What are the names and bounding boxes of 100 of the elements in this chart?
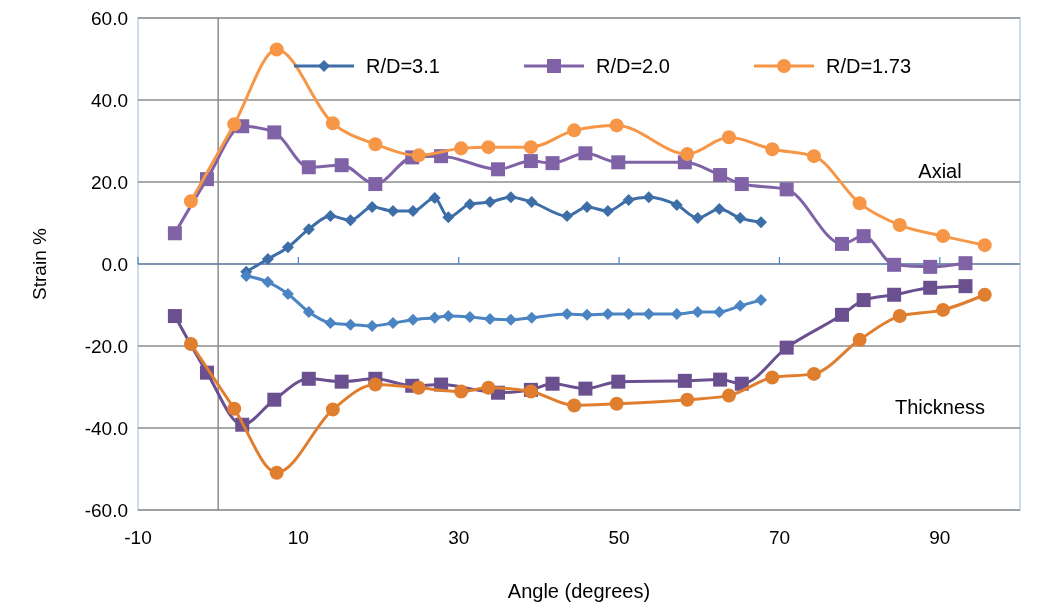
point — [691, 212, 704, 225]
point — [368, 137, 383, 152]
x-tick-label: 90 — [929, 527, 951, 548]
point — [484, 196, 496, 209]
point — [240, 269, 253, 282]
point — [407, 313, 420, 326]
point — [806, 149, 821, 164]
annotation: Thickness — [894, 395, 986, 418]
point — [167, 309, 182, 324]
point — [301, 160, 316, 175]
point — [958, 279, 973, 294]
point — [680, 392, 695, 407]
point — [713, 305, 726, 318]
x-tick-label: 50 — [608, 527, 630, 548]
point — [504, 191, 517, 204]
point — [734, 299, 747, 312]
x-tick-label: 70 — [768, 527, 791, 548]
point — [601, 205, 614, 218]
point — [481, 140, 496, 155]
point — [366, 201, 379, 214]
point — [325, 116, 340, 131]
point — [411, 148, 426, 163]
point — [835, 236, 849, 251]
point — [755, 294, 768, 307]
point — [734, 177, 749, 192]
point — [856, 293, 871, 308]
point — [301, 371, 316, 386]
y-tick-label: 0.0 — [101, 254, 128, 275]
point — [368, 177, 383, 192]
point — [958, 256, 973, 271]
point — [463, 198, 476, 211]
point — [609, 396, 624, 411]
point — [183, 194, 198, 209]
x-tick-label: -10 — [124, 527, 152, 548]
y-axis-title: Strain % — [29, 227, 50, 300]
point — [525, 311, 538, 324]
point — [560, 210, 573, 223]
point — [852, 332, 867, 347]
point — [407, 205, 420, 218]
point — [269, 465, 284, 480]
y-tick-label: -40.0 — [84, 418, 128, 439]
point — [734, 212, 747, 225]
annotation: Axial — [918, 159, 962, 182]
point — [779, 340, 794, 355]
point — [611, 155, 626, 170]
point — [267, 125, 282, 140]
point — [622, 194, 635, 207]
point — [428, 191, 441, 204]
point — [779, 182, 794, 197]
point — [713, 203, 726, 216]
point — [454, 141, 469, 156]
point — [481, 380, 496, 395]
point — [691, 305, 704, 318]
point — [261, 276, 274, 289]
x-tick-label: 10 — [287, 527, 309, 548]
point — [887, 257, 902, 272]
y-tick-label: 60.0 — [91, 8, 128, 29]
point — [261, 253, 274, 266]
point — [428, 311, 441, 324]
point — [892, 218, 907, 233]
point — [680, 147, 695, 162]
point — [611, 374, 626, 389]
point — [567, 398, 582, 413]
point — [567, 123, 582, 138]
point — [269, 42, 284, 57]
point — [835, 307, 849, 322]
point — [334, 158, 349, 173]
point — [806, 366, 821, 381]
point — [578, 146, 593, 161]
point — [344, 318, 357, 331]
point — [609, 118, 624, 133]
point — [491, 162, 506, 177]
point — [442, 211, 455, 224]
point — [281, 287, 294, 300]
point — [545, 376, 560, 391]
point — [281, 241, 294, 254]
point — [411, 380, 426, 395]
y-tick-label: 40.0 — [91, 90, 128, 111]
point — [267, 392, 282, 407]
point — [936, 229, 951, 244]
point — [484, 312, 496, 325]
point — [713, 372, 728, 387]
point — [852, 196, 867, 211]
point — [936, 302, 951, 317]
point — [581, 201, 594, 214]
point — [892, 309, 907, 324]
point — [923, 280, 938, 295]
point — [713, 168, 728, 183]
point — [366, 319, 379, 332]
point — [442, 310, 455, 323]
point — [642, 191, 655, 204]
point — [334, 374, 349, 389]
point — [325, 402, 340, 417]
legend-label: R/D=1.73 — [826, 55, 912, 77]
point — [677, 373, 692, 388]
point — [523, 140, 538, 155]
point — [368, 377, 383, 392]
point — [302, 305, 315, 318]
point — [302, 223, 315, 236]
point — [167, 226, 182, 241]
